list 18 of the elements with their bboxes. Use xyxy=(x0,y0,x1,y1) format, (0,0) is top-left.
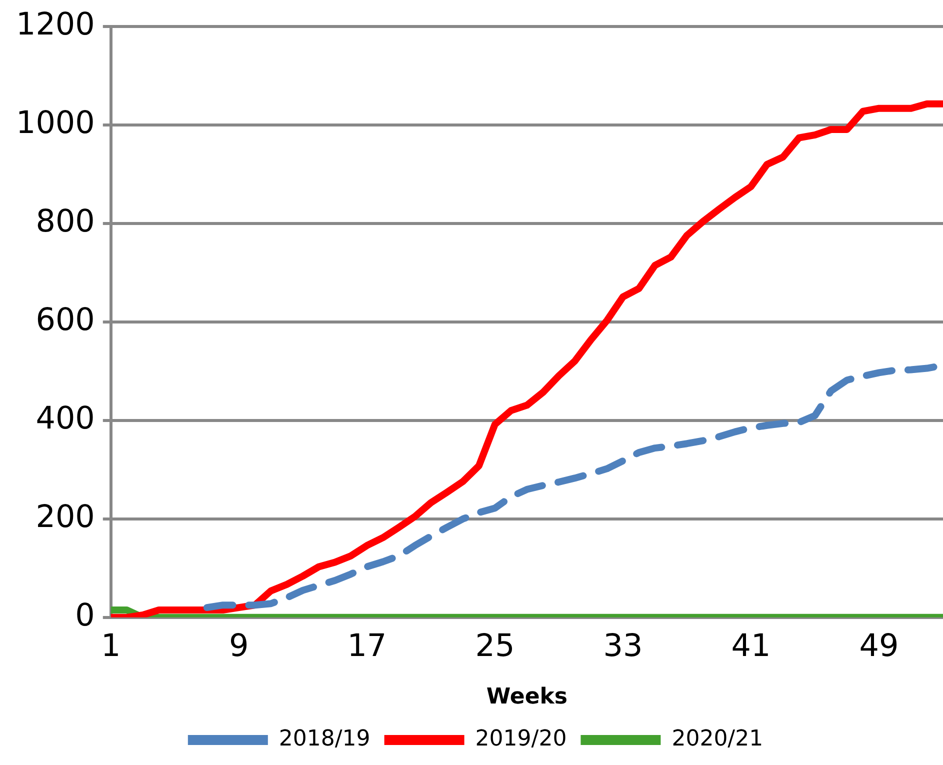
x-tick-label: 41 xyxy=(731,628,771,664)
legend-label: 2019/20 xyxy=(475,726,567,752)
x-tick-label: 17 xyxy=(347,628,387,664)
x-axis-title: Weeks xyxy=(486,684,568,710)
x-tick-label: 25 xyxy=(475,628,515,664)
y-tick-label: 1200 xyxy=(16,6,95,43)
y-tick-label: 1000 xyxy=(16,105,95,142)
y-tick-label: 200 xyxy=(36,498,95,535)
x-tick-label: 1 xyxy=(101,628,121,664)
y-tick-label: 600 xyxy=(36,302,95,338)
x-tick-label: 9 xyxy=(229,628,249,664)
y-tick-label: 800 xyxy=(36,204,95,240)
x-tick-label: 33 xyxy=(603,628,643,664)
y-tick-label: 0 xyxy=(75,597,95,634)
x-tick-label: 49 xyxy=(859,628,899,664)
legend-label: 2018/19 xyxy=(278,726,370,752)
y-tick-label: 400 xyxy=(36,400,95,437)
legend-label: 2020/21 xyxy=(672,726,764,752)
